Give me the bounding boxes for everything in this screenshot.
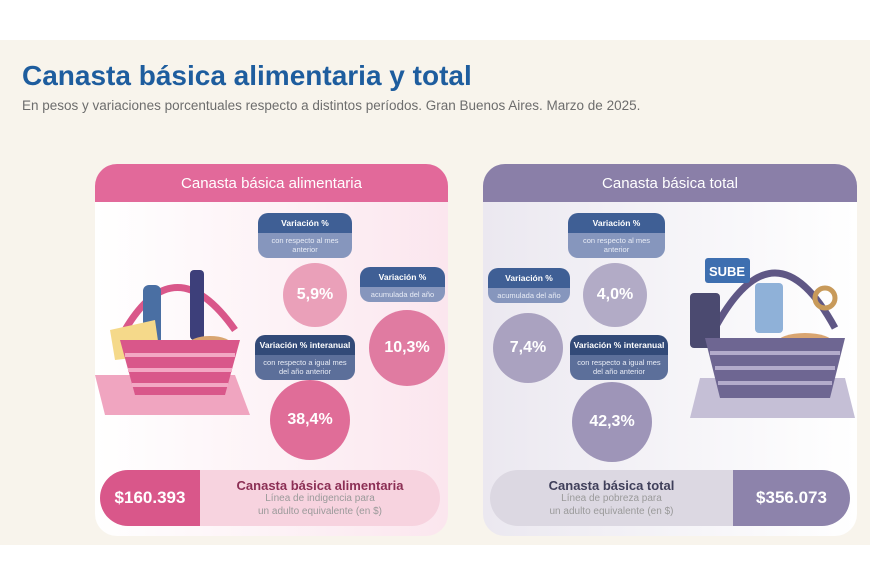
label-title: Variación % — [488, 268, 570, 288]
label-title: Variación % — [258, 213, 352, 233]
label-ytd-variation: Variación % acumulada del año — [360, 267, 445, 303]
summary-desc: un adulto equivalente (en $) — [549, 505, 674, 517]
food-basket-summary: $160.393 Canasta básica alimentaria Líne… — [100, 470, 440, 526]
page-subtitle: En pesos y variaciones porcentuales resp… — [22, 98, 641, 113]
summary-desc: Línea de pobreza para — [561, 493, 662, 504]
label-desc: con respecto a igual mes del año anterio… — [255, 355, 355, 380]
label-title: Variación % interanual — [570, 335, 668, 355]
food-basket-illustration — [95, 270, 250, 415]
total-basket-summary: Canasta básica total Línea de pobreza pa… — [490, 470, 850, 526]
total-basket-amount: $356.073 — [733, 470, 850, 526]
label-monthly-variation: Variación % con respecto al mes anterior — [568, 213, 665, 258]
summary-desc: un adulto equivalente (en $) — [258, 505, 382, 517]
label-yoy-variation: Variación % interanual con respecto a ig… — [570, 335, 668, 380]
ytd-variation-value: 10,3% — [369, 310, 445, 386]
monthly-variation-value: 5,9% — [283, 263, 347, 327]
label-desc: con respecto a igual mes del año anterio… — [570, 355, 668, 380]
label-title: Variación % — [360, 267, 445, 287]
label-desc: con respecto al mes anterior — [568, 233, 665, 258]
yoy-variation-value: 42,3% — [572, 382, 652, 462]
page-title: Canasta básica alimentaria y total — [22, 60, 472, 91]
ytd-variation-value: 7,4% — [493, 313, 563, 383]
label-monthly-variation: Variación % con respecto al mes anterior — [258, 213, 352, 258]
label-yoy-variation: Variación % interanual con respecto a ig… — [255, 335, 355, 380]
panel-header: Canasta básica alimentaria — [95, 164, 448, 202]
panel-header: Canasta básica total — [483, 164, 857, 202]
food-basket-amount: $160.393 — [100, 470, 200, 526]
summary-title: Canasta básica alimentaria — [236, 478, 404, 493]
monthly-variation-value: 4,0% — [583, 263, 647, 327]
label-ytd-variation: Variación % acumulada del año — [488, 268, 570, 304]
label-desc: acumulada del año — [488, 288, 570, 304]
sube-card-text: SUBE — [709, 264, 745, 279]
label-title: Variación % — [568, 213, 665, 233]
label-desc: acumulada del año — [360, 287, 445, 303]
total-basket-illustration: SUBE — [690, 258, 855, 418]
summary-title: Canasta básica total — [548, 478, 675, 493]
summary-desc: Línea de indigencia para — [265, 493, 375, 504]
label-desc: con respecto al mes anterior — [258, 233, 352, 258]
yoy-variation-value: 38,4% — [270, 380, 350, 460]
label-title: Variación % interanual — [255, 335, 355, 355]
